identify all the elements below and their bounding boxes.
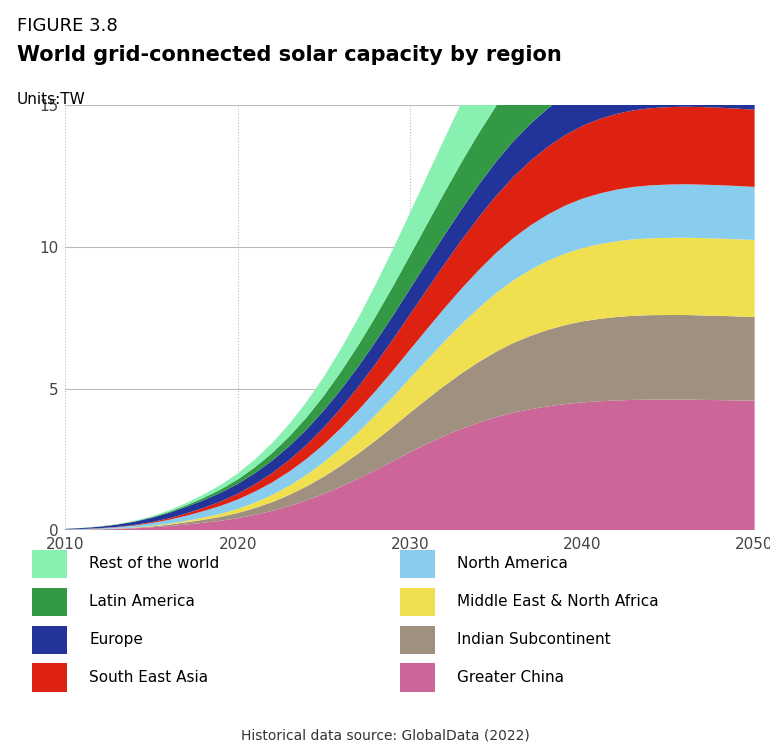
FancyBboxPatch shape — [400, 626, 435, 654]
Text: Greater China: Greater China — [457, 670, 564, 685]
Text: Middle East & North Africa: Middle East & North Africa — [457, 594, 659, 609]
FancyBboxPatch shape — [400, 550, 435, 578]
FancyBboxPatch shape — [32, 550, 67, 578]
Text: Units:TW: Units:TW — [17, 92, 85, 107]
Text: Latin America: Latin America — [89, 594, 195, 609]
Text: Historical data source: GlobalData (2022): Historical data source: GlobalData (2022… — [240, 729, 530, 743]
Text: World grid-connected solar capacity by region: World grid-connected solar capacity by r… — [17, 45, 561, 65]
Text: South East Asia: South East Asia — [89, 670, 208, 685]
FancyBboxPatch shape — [32, 626, 67, 654]
Text: Rest of the world: Rest of the world — [89, 556, 219, 572]
FancyBboxPatch shape — [400, 663, 435, 692]
Text: North America: North America — [457, 556, 568, 572]
FancyBboxPatch shape — [32, 587, 67, 616]
FancyBboxPatch shape — [32, 663, 67, 692]
FancyBboxPatch shape — [400, 587, 435, 616]
Text: Indian Subcontinent: Indian Subcontinent — [457, 632, 611, 647]
Text: Europe: Europe — [89, 632, 143, 647]
Text: FIGURE 3.8: FIGURE 3.8 — [17, 17, 118, 35]
